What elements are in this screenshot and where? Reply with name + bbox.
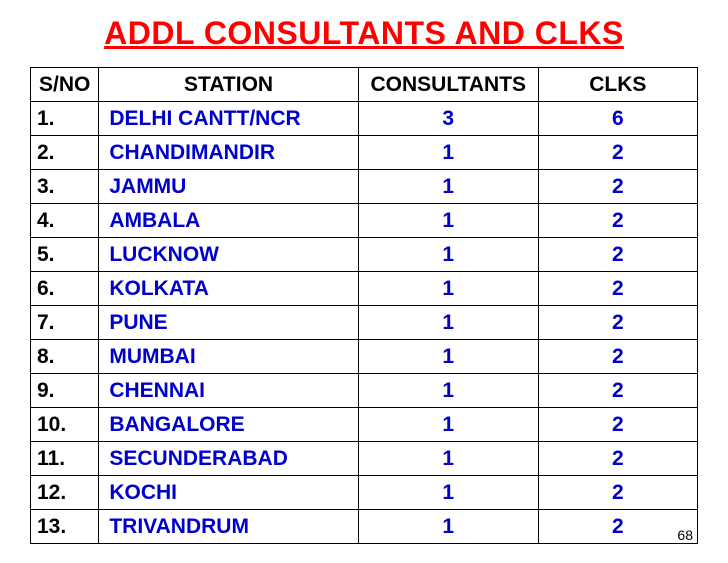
cell-sno: 5.	[31, 238, 99, 272]
cell-consultants: 1	[358, 170, 538, 204]
table-row: 11.SECUNDERABAD12	[31, 442, 698, 476]
cell-clks: 2	[538, 204, 697, 238]
cell-sno: 4.	[31, 204, 99, 238]
cell-clks: 2	[538, 476, 697, 510]
table-row: 13.TRIVANDRUM12	[31, 510, 698, 544]
table-row: 2.CHANDIMANDIR12	[31, 136, 698, 170]
table-row: 9.CHENNAI12	[31, 374, 698, 408]
column-header-clks: CLKS	[538, 68, 697, 102]
page-number: 68	[677, 527, 693, 543]
cell-station: CHANDIMANDIR	[99, 136, 358, 170]
page-title: ADDL CONSULTANTS AND CLKS	[30, 15, 698, 52]
cell-consultants: 1	[358, 510, 538, 544]
cell-clks: 2	[538, 374, 697, 408]
cell-sno: 1.	[31, 102, 99, 136]
cell-clks: 6	[538, 102, 697, 136]
cell-station: AMBALA	[99, 204, 358, 238]
cell-sno: 12.	[31, 476, 99, 510]
cell-consultants: 1	[358, 204, 538, 238]
cell-clks: 2	[538, 306, 697, 340]
cell-sno: 6.	[31, 272, 99, 306]
cell-sno: 2.	[31, 136, 99, 170]
cell-clks: 2	[538, 408, 697, 442]
cell-clks: 2	[538, 510, 697, 544]
cell-clks: 2	[538, 340, 697, 374]
table-row: 5.LUCKNOW12	[31, 238, 698, 272]
table-row: 4.AMBALA12	[31, 204, 698, 238]
cell-consultants: 1	[358, 476, 538, 510]
table-row: 12.KOCHI12	[31, 476, 698, 510]
cell-station: CHENNAI	[99, 374, 358, 408]
consultants-table: S/NO STATION CONSULTANTS CLKS 1.DELHI CA…	[30, 67, 698, 544]
cell-station: JAMMU	[99, 170, 358, 204]
cell-clks: 2	[538, 170, 697, 204]
table-row: 10.BANGALORE12	[31, 408, 698, 442]
table-row: 3.JAMMU12	[31, 170, 698, 204]
cell-consultants: 1	[358, 442, 538, 476]
cell-station: LUCKNOW	[99, 238, 358, 272]
cell-consultants: 1	[358, 306, 538, 340]
cell-station: KOLKATA	[99, 272, 358, 306]
table-row: 7.PUNE12	[31, 306, 698, 340]
cell-sno: 3.	[31, 170, 99, 204]
cell-clks: 2	[538, 238, 697, 272]
cell-clks: 2	[538, 442, 697, 476]
cell-sno: 10.	[31, 408, 99, 442]
cell-clks: 2	[538, 272, 697, 306]
cell-consultants: 1	[358, 272, 538, 306]
cell-consultants: 1	[358, 238, 538, 272]
cell-clks: 2	[538, 136, 697, 170]
cell-station: SECUNDERABAD	[99, 442, 358, 476]
table-row: 8.MUMBAI12	[31, 340, 698, 374]
cell-station: MUMBAI	[99, 340, 358, 374]
cell-consultants: 1	[358, 374, 538, 408]
cell-station: DELHI CANTT/NCR	[99, 102, 358, 136]
column-header-consultants: CONSULTANTS	[358, 68, 538, 102]
cell-station: KOCHI	[99, 476, 358, 510]
cell-consultants: 1	[358, 408, 538, 442]
table-row: 1.DELHI CANTT/NCR36	[31, 102, 698, 136]
table-body: 1.DELHI CANTT/NCR362.CHANDIMANDIR123.JAM…	[31, 102, 698, 544]
cell-sno: 13.	[31, 510, 99, 544]
cell-consultants: 3	[358, 102, 538, 136]
cell-sno: 7.	[31, 306, 99, 340]
cell-station: PUNE	[99, 306, 358, 340]
cell-sno: 8.	[31, 340, 99, 374]
column-header-station: STATION	[99, 68, 358, 102]
cell-station: TRIVANDRUM	[99, 510, 358, 544]
cell-consultants: 1	[358, 136, 538, 170]
table-row: 6.KOLKATA12	[31, 272, 698, 306]
cell-consultants: 1	[358, 340, 538, 374]
cell-station: BANGALORE	[99, 408, 358, 442]
column-header-sno: S/NO	[31, 68, 99, 102]
cell-sno: 9.	[31, 374, 99, 408]
cell-sno: 11.	[31, 442, 99, 476]
table-header-row: S/NO STATION CONSULTANTS CLKS	[31, 68, 698, 102]
